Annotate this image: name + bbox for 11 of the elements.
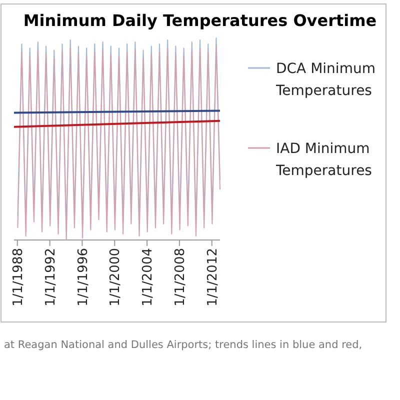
text: at Reagan National and Dulles Airports; trends lines in blue and red, [4, 339, 362, 351]
x-tick-label: 1/1/2000 [108, 248, 124, 306]
x-tick-label: 1/1/1996 [76, 248, 91, 306]
x-tick-label: 1/1/1988 [10, 248, 26, 306]
x-tick-label: 1/1/2004 [140, 248, 156, 306]
chart-title: Minimum Daily Temperatures Overtime [23, 11, 377, 30]
x-tick-label: 1/1/2008 [173, 248, 188, 306]
legend-label: IAD Minimum Temperatures [275, 141, 372, 179]
x-tick-label: 1/1/2012 [205, 248, 220, 306]
legend-label: DCA Minimum Temperatures [275, 61, 376, 99]
x-tick-label: 1/1/1992 [43, 248, 58, 306]
